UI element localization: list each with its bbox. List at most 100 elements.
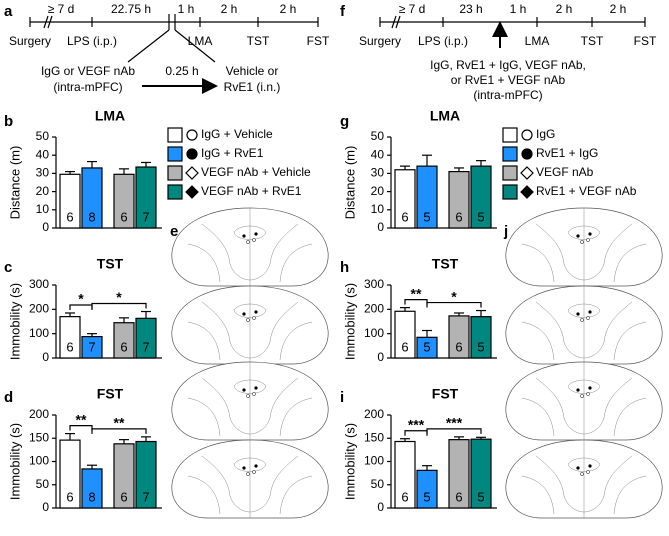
event-label: Surgery: [9, 34, 51, 48]
n-label: 5: [477, 489, 484, 504]
bar: [470, 316, 492, 359]
n-label: 6: [120, 339, 127, 354]
legend-symbol: [186, 148, 198, 160]
delay-label: 0.25 h: [165, 64, 198, 78]
interval-label: ≥ 7 d: [48, 2, 75, 16]
significance-label: ***: [446, 415, 463, 431]
line: [174, 29, 216, 63]
n-label: 6: [66, 489, 73, 504]
bar: [448, 439, 470, 509]
n-label: 5: [423, 489, 430, 504]
y-tick-label: 200: [364, 302, 384, 316]
bar: [135, 317, 157, 359]
y-tick-label: 100: [364, 326, 384, 340]
bar: [113, 173, 135, 229]
bar: [113, 322, 135, 359]
n-label: 7: [142, 339, 149, 354]
legend-label: IgG + RvE1: [201, 146, 264, 160]
n-label: 5: [477, 339, 484, 354]
significance-label: *: [78, 291, 84, 307]
legend-swatch: [502, 146, 518, 162]
y-tick-label: 50: [36, 477, 50, 491]
treatment-label: or RvE1 + VEGF nAb: [451, 73, 566, 87]
bar: [448, 315, 470, 359]
n-label: 6: [66, 339, 73, 354]
event-label: TST: [247, 34, 270, 48]
panel-label: b: [4, 113, 13, 130]
bar: [113, 443, 135, 509]
event-label: FST: [634, 34, 657, 48]
n-label: 7: [142, 489, 149, 504]
panel-label: e: [170, 223, 178, 240]
bar: [448, 170, 470, 229]
legend-symbol: [520, 166, 534, 180]
y-axis-label: Immobility (s): [7, 423, 22, 500]
y-tick-label: 50: [371, 129, 385, 143]
legend-swatch: [502, 165, 518, 181]
n-label: 8: [88, 209, 95, 224]
y-axis-label: Immobility (s): [342, 283, 357, 360]
brain-sections-e: [171, 207, 329, 519]
y-tick-label: 100: [29, 326, 49, 340]
legend-symbol: [185, 185, 199, 199]
y-tick-label: 200: [29, 407, 49, 421]
legend-symbol: [186, 129, 198, 141]
n-label: 6: [120, 209, 127, 224]
legend-label: VEGF nAb + Vehicle: [201, 165, 311, 179]
line: [395, 15, 401, 29]
n-label: 6: [120, 489, 127, 504]
interval-label: 2 h: [280, 2, 297, 16]
bar: [135, 166, 157, 229]
legend-label: IgG: [536, 127, 555, 141]
y-tick-label: 20: [36, 184, 50, 198]
y-axis-label: Distance (m): [7, 146, 22, 220]
y-tick-label: 200: [29, 302, 49, 316]
interval-label: 22.75 h: [111, 2, 151, 16]
interval-label: ≥ 7 d: [399, 2, 426, 16]
n-label: 5: [477, 209, 484, 224]
y-tick-label: 300: [364, 277, 384, 291]
chart-title: LMA: [95, 108, 125, 124]
n-label: 6: [401, 489, 408, 504]
significance-bracket: [91, 302, 147, 309]
y-tick-label: 40: [36, 147, 50, 161]
n-label: 6: [455, 489, 462, 504]
y-axis-label: Immobility (s): [342, 423, 357, 500]
y-tick-label: 30: [36, 166, 50, 180]
significance-label: *: [451, 288, 457, 304]
y-tick-label: 50: [371, 477, 385, 491]
event-label: FST: [307, 34, 330, 48]
y-tick-label: 200: [364, 407, 384, 421]
y-tick-label: 100: [29, 454, 49, 468]
y-tick-label: 10: [36, 202, 50, 216]
y-tick-label: 0: [42, 220, 49, 234]
panel-label: h: [340, 259, 349, 276]
bar: [416, 165, 438, 229]
panel-label: d: [4, 389, 13, 406]
y-tick-label: 10: [371, 202, 385, 216]
y-tick-label: 150: [29, 430, 49, 444]
brain-sections-j: [505, 207, 663, 519]
bar: [81, 335, 103, 359]
y-tick-label: 150: [364, 430, 384, 444]
significance-bracket: [91, 428, 147, 434]
event-label: LMA: [525, 34, 550, 48]
bar: [470, 165, 492, 229]
significance-label: *: [116, 289, 122, 305]
y-tick-label: 0: [377, 350, 384, 364]
legend-swatch: [167, 127, 183, 143]
y-tick-label: 0: [42, 500, 49, 514]
n-label: 5: [423, 339, 430, 354]
interval-label: 1 h: [178, 2, 195, 16]
y-tick-label: 30: [371, 166, 385, 180]
interval-label: 23 h: [459, 2, 482, 16]
y-tick-label: 20: [371, 184, 385, 198]
y-tick-label: 50: [36, 129, 50, 143]
event-label: Surgery: [359, 34, 401, 48]
interval-label: 2 h: [556, 2, 573, 16]
panel-label: g: [340, 113, 349, 130]
bar: [59, 173, 81, 229]
n-label: 6: [455, 339, 462, 354]
y-tick-label: 40: [371, 147, 385, 161]
n-label: 7: [88, 339, 95, 354]
